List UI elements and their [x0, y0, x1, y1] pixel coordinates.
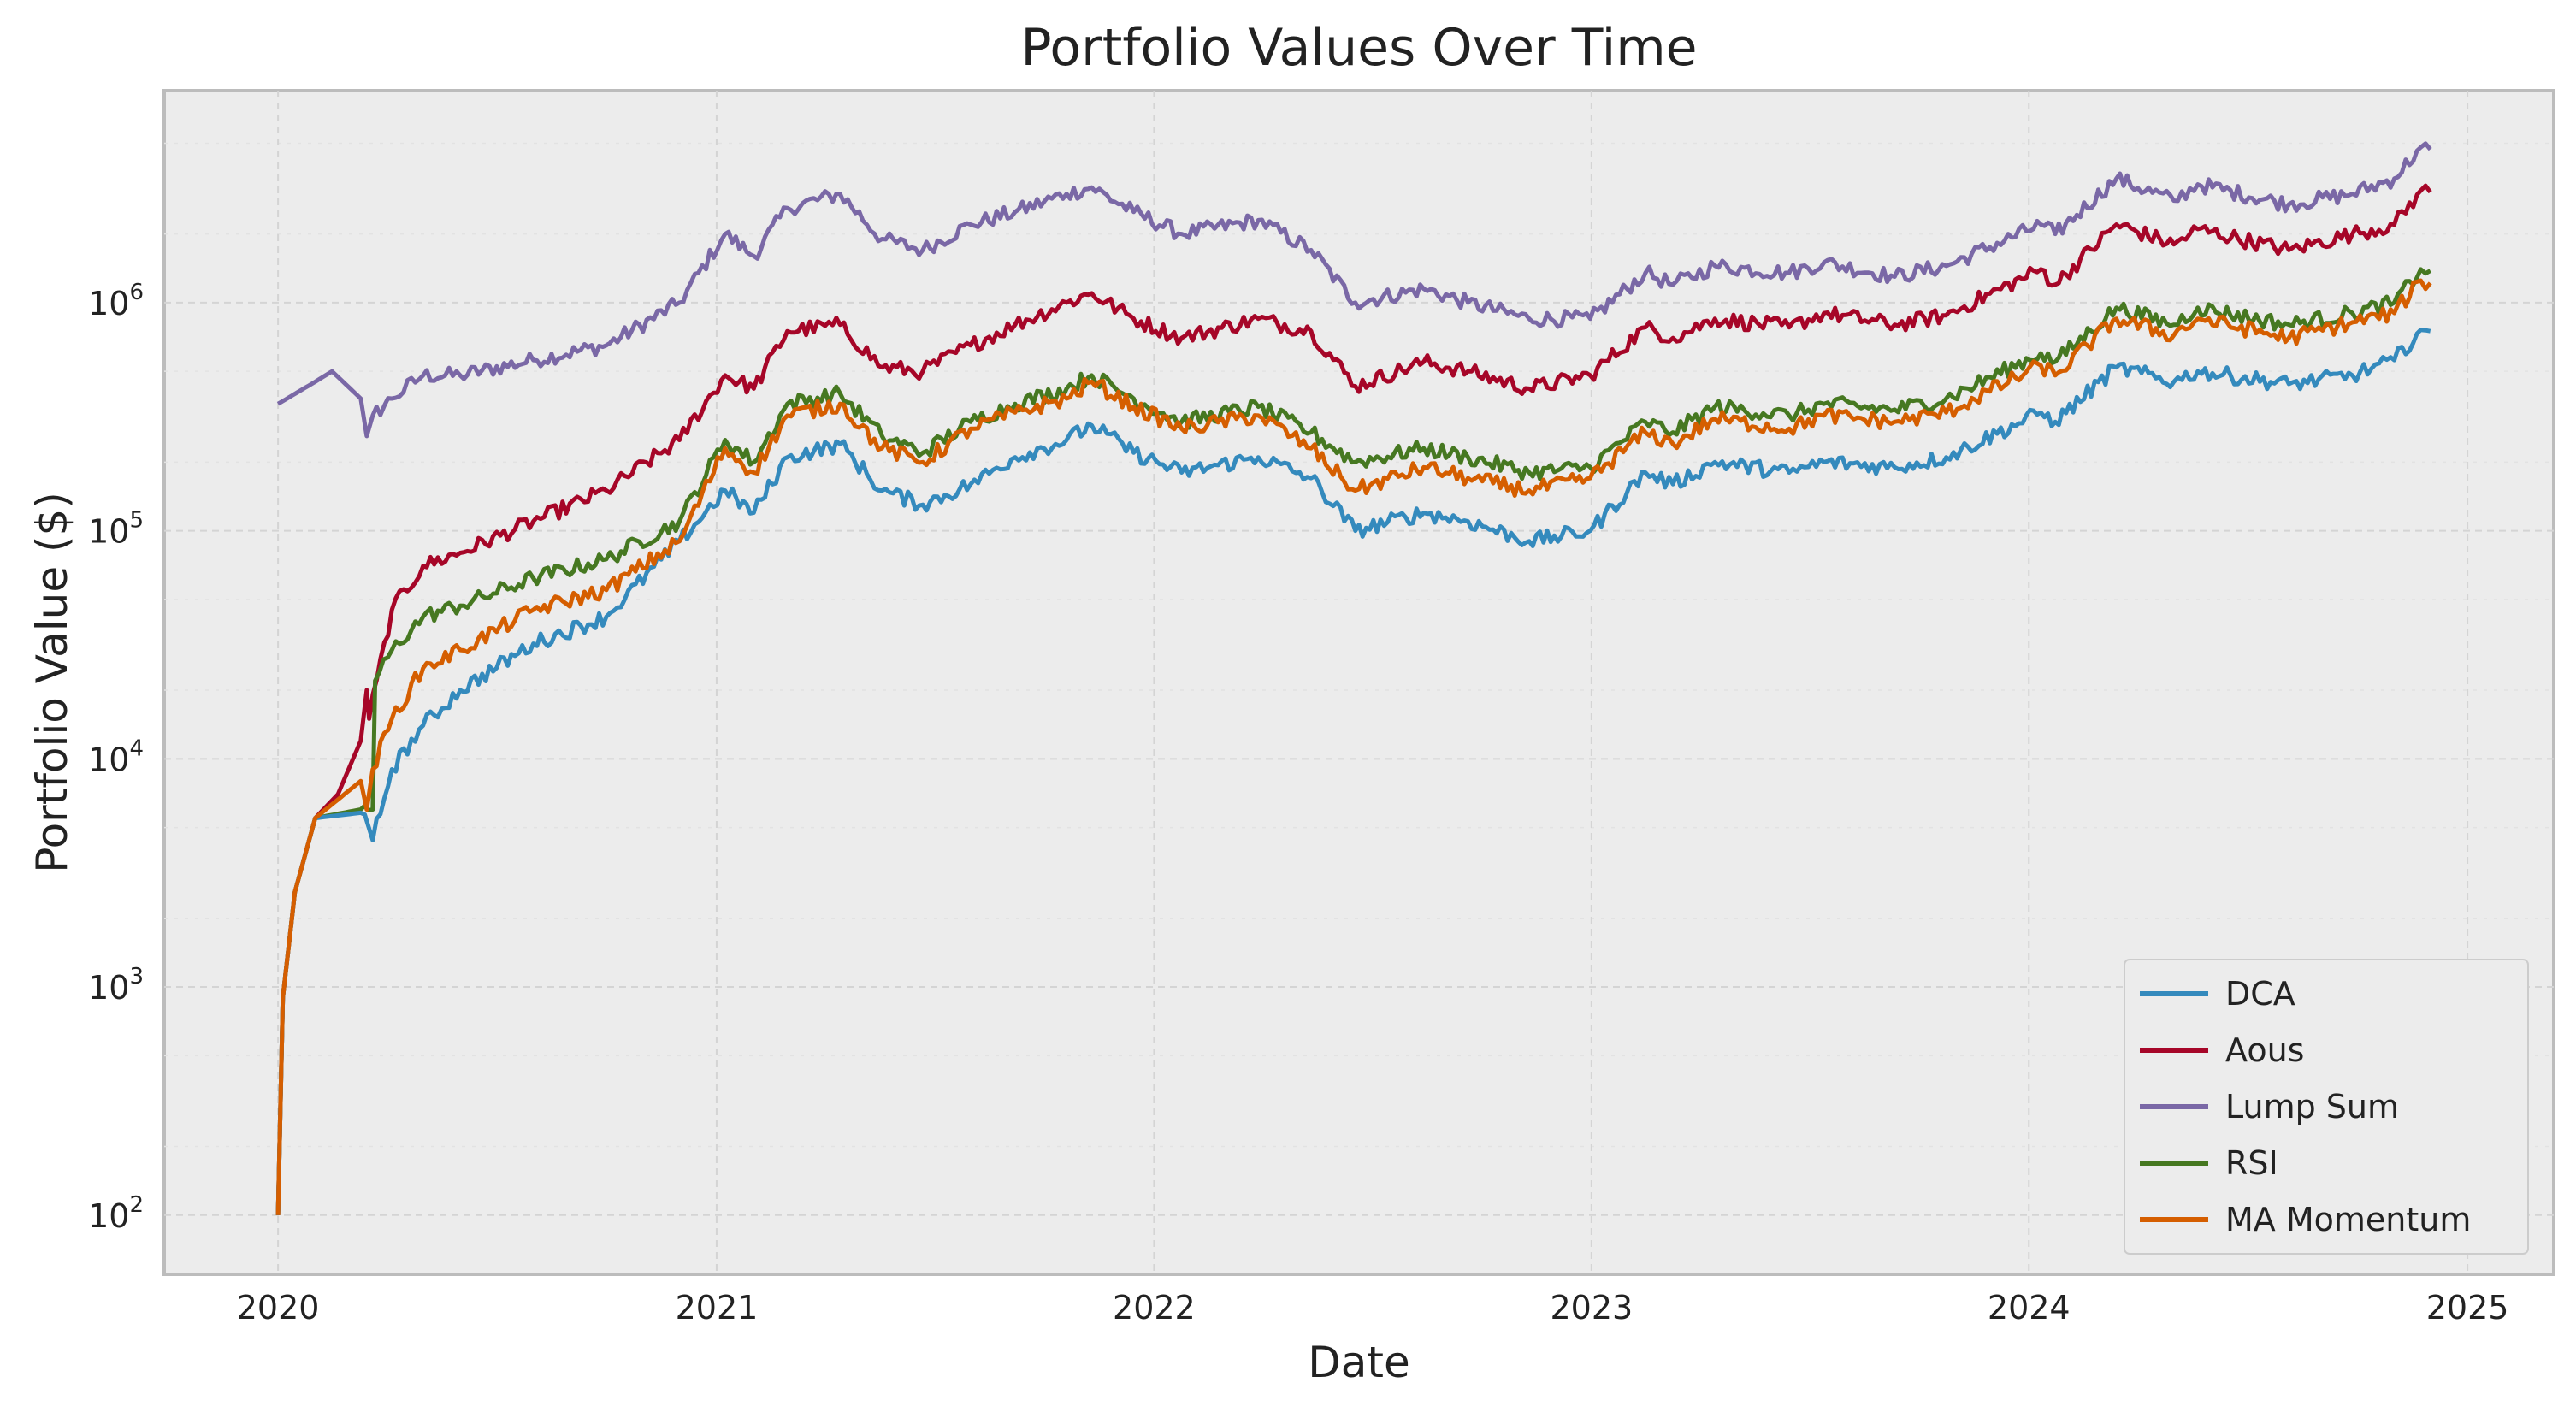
legend-entry-label: Aous	[2225, 1031, 2304, 1069]
y-tick-exponent: 6	[129, 280, 144, 305]
y-tick-base: 10	[88, 1197, 129, 1235]
y-tick-base: 10	[88, 969, 129, 1007]
legend: DCA Aous Lump Sum RSI MA Momentum	[2124, 959, 2529, 1255]
legend-entry-label: MA Momentum	[2225, 1201, 2471, 1238]
y-tick-label: 102	[88, 1192, 144, 1235]
y-tick-base: 10	[88, 285, 129, 322]
x-axis-label: Date	[1308, 1338, 1410, 1387]
legend-entry-label: Lump Sum	[2225, 1088, 2399, 1125]
chart-title: Portfolio Values Over Time	[1020, 18, 1697, 78]
y-tick-exponent: 3	[129, 964, 144, 990]
series-lines	[275, 141, 2432, 1215]
series-line-rsi	[275, 267, 2431, 1215]
legend-entry-label: RSI	[2225, 1144, 2278, 1182]
x-axis-ticks: 2020 2021 2022 2023 2024 2025	[237, 1289, 2509, 1326]
x-tick-label: 2023	[1550, 1289, 1633, 1326]
y-tick-label: 105	[88, 508, 144, 551]
x-tick-label: 2025	[2426, 1289, 2509, 1326]
y-tick-exponent: 2	[129, 1192, 144, 1218]
series-line-aous	[275, 183, 2432, 1215]
y-tick-base: 10	[88, 513, 129, 551]
x-tick-label: 2024	[1988, 1289, 2071, 1326]
series-line-ma-momentum	[275, 278, 2432, 1215]
legend-box	[2124, 959, 2529, 1255]
y-tick-label: 103	[88, 964, 144, 1007]
y-tick-base: 10	[88, 741, 129, 778]
y-tick-exponent: 4	[129, 736, 144, 761]
legend-entry-label: DCA	[2225, 975, 2295, 1013]
series-line-lump-sum	[276, 141, 2432, 439]
y-tick-exponent: 5	[129, 508, 144, 534]
x-tick-label: 2020	[237, 1289, 320, 1326]
y-tick-label: 104	[88, 736, 144, 778]
x-tick-label: 2021	[676, 1289, 759, 1326]
y-tick-label: 106	[88, 280, 144, 322]
y-axis-label: Portfolio Value ($)	[27, 492, 77, 873]
series-line-dca	[275, 328, 2431, 1215]
x-tick-label: 2022	[1113, 1289, 1196, 1326]
